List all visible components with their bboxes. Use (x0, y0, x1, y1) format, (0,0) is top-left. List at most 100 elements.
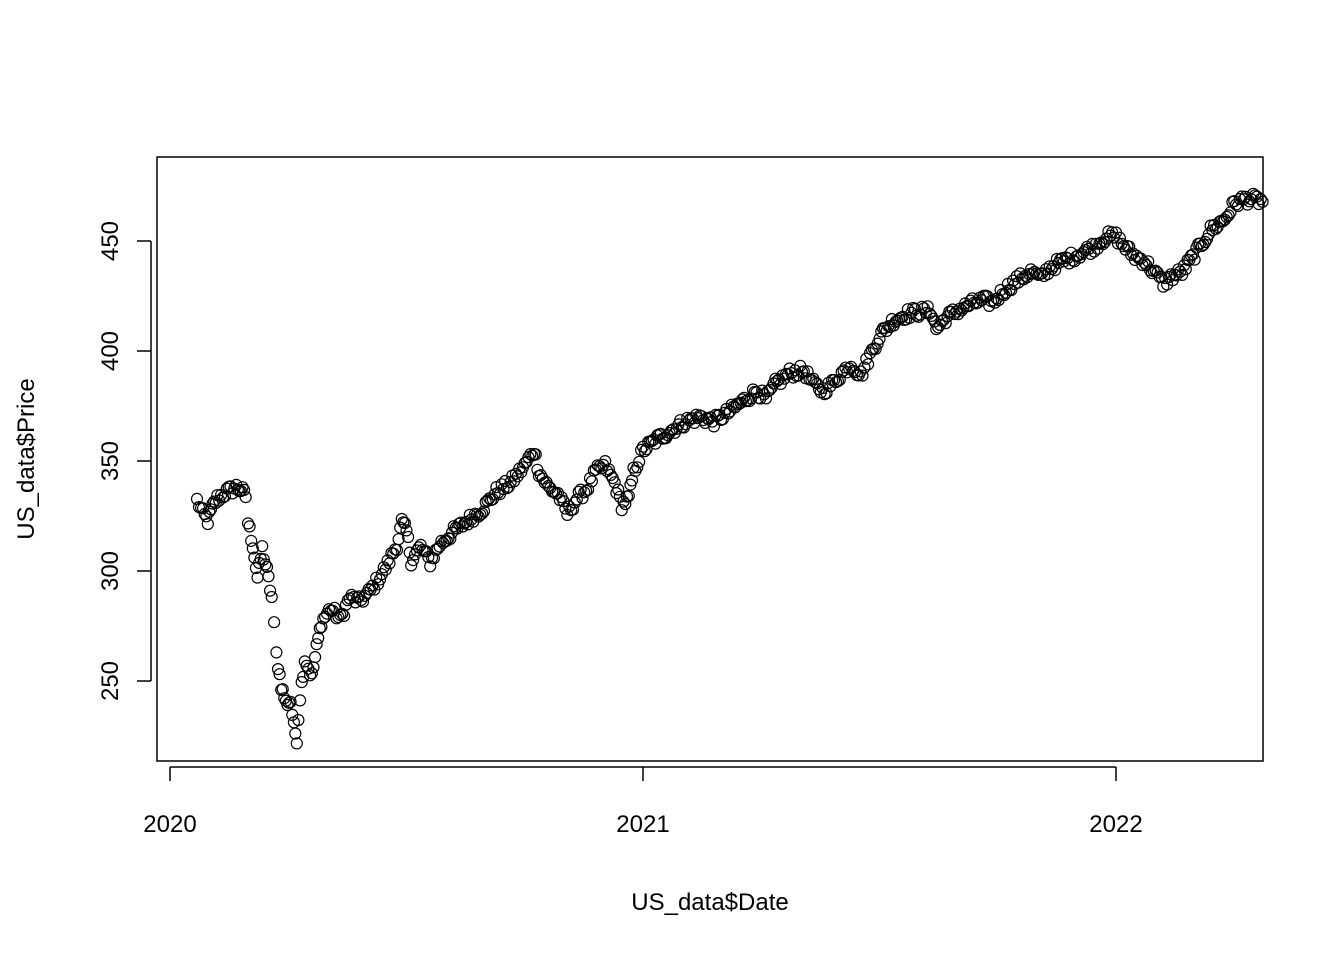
data-point (332, 610, 345, 624)
data-point (809, 376, 822, 389)
data-point (1111, 237, 1125, 250)
data-point (1188, 253, 1201, 266)
data-point (581, 483, 595, 496)
data-point (1026, 267, 1039, 280)
data-point (524, 448, 537, 461)
data-point (604, 468, 617, 481)
data-point (663, 426, 676, 440)
data-point (1220, 210, 1233, 223)
data-point (294, 694, 307, 707)
data-point (469, 507, 482, 520)
x-axis: 2020 2021 2022 (143, 766, 1143, 838)
data-point (576, 492, 589, 505)
y-axis-label: US_data$Price (13, 378, 40, 539)
data-point (1197, 238, 1210, 251)
data-point (901, 303, 915, 316)
y-tick-label: 350 (97, 441, 124, 481)
data-point (203, 505, 216, 518)
plot-box (156, 156, 1264, 762)
data-point (1162, 270, 1176, 284)
data-point (238, 483, 251, 496)
data-point (264, 584, 277, 597)
data-point (444, 532, 457, 546)
data-point (1256, 195, 1269, 208)
data-point (375, 568, 388, 581)
data-point (273, 668, 286, 681)
data-point (915, 300, 929, 313)
data-point (312, 631, 325, 645)
data-point (204, 503, 218, 516)
y-tick-label: 450 (97, 221, 124, 261)
data-point (574, 483, 587, 496)
data-point (754, 392, 767, 405)
data-point (930, 323, 943, 336)
data-point (289, 727, 302, 740)
data-point (707, 420, 721, 433)
data-point (572, 485, 585, 498)
data-point (476, 507, 489, 520)
data-point (474, 508, 487, 521)
data-point (398, 516, 411, 530)
x-tick-label: 2021 (616, 811, 669, 838)
data-point (453, 517, 466, 530)
data-point (580, 484, 593, 497)
data-point (551, 486, 565, 500)
data-point (1170, 269, 1183, 282)
data-point (939, 317, 952, 330)
data-point (1115, 237, 1128, 250)
data-point (290, 737, 303, 750)
data-point (310, 638, 323, 651)
data-point (619, 497, 632, 511)
y-tick-label: 400 (97, 331, 124, 371)
data-point (759, 392, 773, 405)
data-point (268, 616, 281, 629)
data-point (256, 540, 269, 553)
data-point (211, 489, 224, 502)
data-point (284, 695, 297, 709)
data-point (345, 588, 358, 602)
data-point (1089, 237, 1103, 250)
data-point (568, 496, 582, 509)
data-point (1254, 193, 1267, 206)
data-points (190, 187, 1269, 750)
data-point (276, 683, 289, 696)
data-point (278, 692, 291, 705)
data-point (1186, 248, 1200, 261)
data-point (373, 573, 387, 586)
data-point (615, 504, 628, 517)
data-point (1123, 240, 1136, 253)
data-point (612, 483, 625, 496)
data-point (578, 486, 591, 499)
data-point (529, 448, 542, 461)
data-point (631, 461, 644, 474)
data-point (1130, 249, 1143, 262)
data-point (379, 563, 392, 576)
y-tick-label: 300 (97, 551, 124, 591)
data-point (725, 398, 738, 411)
data-point (239, 491, 252, 504)
data-point (309, 650, 322, 664)
data-point (1142, 255, 1155, 268)
y-tick-label: 250 (97, 661, 124, 701)
data-point (873, 332, 886, 345)
data-point (950, 305, 963, 318)
y-axis: 250 300 350 400 450 (97, 221, 152, 701)
data-point (201, 517, 214, 531)
data-point (295, 675, 308, 689)
x-axis-label: US_data$Date (631, 889, 788, 916)
data-point (259, 558, 272, 571)
x-tick-label: 2022 (1089, 811, 1142, 838)
data-point (281, 698, 294, 712)
data-point (665, 424, 678, 437)
x-tick-label: 2020 (143, 811, 196, 838)
data-point (405, 559, 418, 572)
data-point (262, 570, 275, 583)
data-point (400, 524, 413, 537)
data-point (402, 530, 415, 544)
data-point (292, 713, 305, 727)
data-point (633, 455, 646, 468)
data-point (243, 520, 256, 533)
data-point (477, 505, 491, 518)
data-point (479, 495, 492, 509)
data-point (305, 667, 318, 680)
